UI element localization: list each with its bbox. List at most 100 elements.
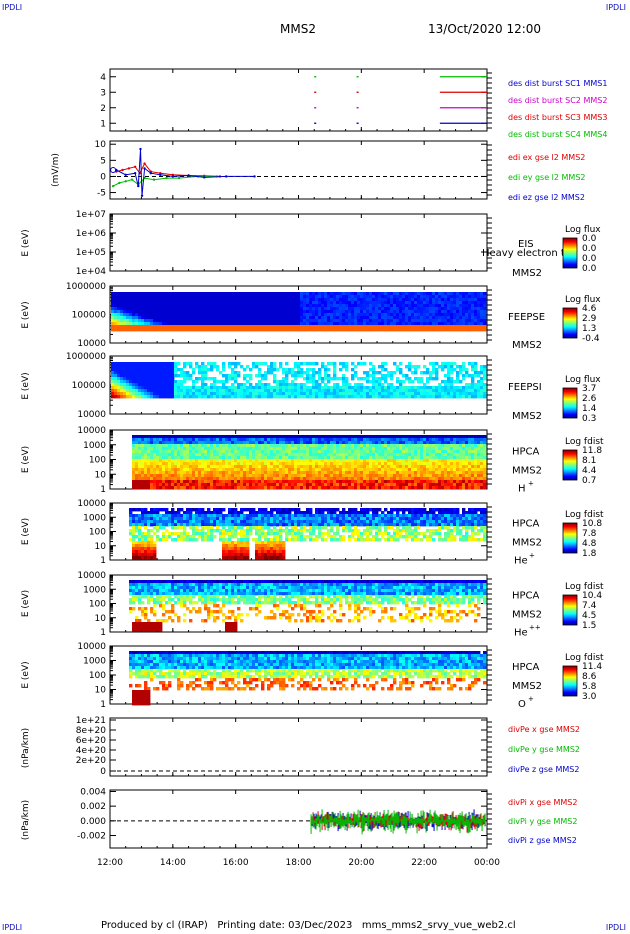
hpca-h-cell <box>342 435 346 439</box>
feeps-e-cell <box>279 292 283 296</box>
hpca-h-cell <box>171 447 175 451</box>
feeps-i-cell <box>342 362 346 366</box>
hpca-h-cell <box>243 474 247 478</box>
feeps-e-cell <box>189 301 193 305</box>
feeps-e-cell <box>447 301 451 305</box>
feeps-e-cell <box>348 292 352 296</box>
feeps-e-cell <box>441 304 445 308</box>
feeps-i-cell <box>444 380 448 384</box>
hpca-h-cell <box>204 465 208 469</box>
hpca-h-cell <box>261 450 265 454</box>
feeps-e-cell <box>441 307 445 311</box>
hpca-h-cell <box>294 483 298 487</box>
feeps-e-cell <box>387 325 391 329</box>
feeps-e-cell <box>198 322 202 326</box>
hpca-h-cell <box>399 480 403 484</box>
feeps-e-cell <box>333 298 337 302</box>
feeps-i-cell <box>474 374 478 378</box>
feeps-i-cell <box>159 392 163 396</box>
hpca-h-cell <box>315 447 319 451</box>
feeps-i-cell <box>234 365 238 369</box>
hpca-h-cell <box>378 477 382 481</box>
availability-series-mark <box>356 107 359 109</box>
hpca-h-cell <box>306 468 310 472</box>
feeps-i-cell <box>372 395 376 399</box>
feeps-i-cell <box>408 380 412 384</box>
feeps-i-cell <box>276 386 280 390</box>
feeps-e-cell <box>162 316 166 320</box>
hpca-h-cell <box>165 483 169 487</box>
hpca-h-cell <box>405 462 409 466</box>
hpca-h-cell <box>399 435 403 439</box>
hpca-h-cell <box>171 456 175 460</box>
hpca-h-cell <box>387 438 391 442</box>
hpca-h-cell <box>396 480 400 484</box>
hpca-h-cell <box>384 468 388 472</box>
feeps-i-cell <box>333 383 337 387</box>
feeps-e-cell <box>354 322 358 326</box>
hpca-h-cell <box>174 444 178 448</box>
feeps-i-cell <box>306 389 310 393</box>
hpca-h-cell <box>231 483 235 487</box>
hpca-h-cell <box>357 459 361 463</box>
feeps-e-cell <box>210 316 214 320</box>
hpca-h-cell <box>168 462 172 466</box>
feeps-i-cell <box>351 368 355 372</box>
hpca-h-cell <box>348 450 352 454</box>
hpca-h-cell <box>252 468 256 472</box>
feeps-e-cell <box>342 295 346 299</box>
hpca-h-cell <box>405 477 409 481</box>
hpca-h-cell <box>195 453 199 457</box>
feeps-i-cell <box>456 365 460 369</box>
feeps-e-cell <box>303 307 307 311</box>
feeps-i-cell <box>261 362 265 366</box>
hpca-h-cell <box>381 486 385 490</box>
hpca-h-cell <box>255 441 259 445</box>
feeps-e-cell <box>240 328 244 332</box>
hpca-h-cell <box>303 456 307 460</box>
feeps-i-cell <box>414 371 418 375</box>
feeps-e-cell <box>315 304 319 308</box>
hpca-h-cell <box>192 480 196 484</box>
hpca-h-cell <box>381 474 385 478</box>
hpca-h-cell <box>318 465 322 469</box>
feeps-e-cell <box>399 298 403 302</box>
hpca-h-cell <box>255 444 259 448</box>
feeps-e-cell <box>468 310 472 314</box>
hpca-h-cell <box>177 438 181 442</box>
hpca-h-cell <box>315 483 319 487</box>
hpca-h-cell <box>168 444 172 448</box>
hpca-h-cell <box>258 471 262 475</box>
feeps-i-cell <box>138 371 142 375</box>
feeps-e-cell <box>261 304 265 308</box>
feeps-e-cell <box>309 310 313 314</box>
feeps-i-cell <box>201 383 205 387</box>
hpca-h-cell <box>279 480 283 484</box>
feeps-i-cell <box>150 392 154 396</box>
hpca-h-cell <box>156 456 160 460</box>
feeps-e-cell <box>282 298 286 302</box>
hpca-h-cell <box>279 471 283 475</box>
hpca-h-cell <box>411 438 415 442</box>
hpca-h-cell <box>291 477 295 481</box>
feeps-i-cell <box>390 395 394 399</box>
hpca-h-cell <box>399 465 403 469</box>
feeps-i-cell <box>177 389 181 393</box>
feeps-i-cell <box>153 389 157 393</box>
hpca-h-cell <box>156 474 160 478</box>
hpca-h-cell <box>264 453 268 457</box>
hpca-h-cell <box>402 468 406 472</box>
feeps-e-cell <box>111 295 115 299</box>
feeps-i-cell <box>126 383 130 387</box>
feeps-e-cell <box>258 301 262 305</box>
feeps-e-cell <box>456 322 460 326</box>
hpca-h-cell <box>366 459 370 463</box>
feeps-i-cell <box>369 362 373 366</box>
feeps-e-cell <box>309 322 313 326</box>
feeps-i-cell <box>477 392 481 396</box>
hpca-h-cell <box>360 483 364 487</box>
hpca-h-cell <box>366 441 370 445</box>
feeps-e-cell <box>408 304 412 308</box>
feeps-i-cell <box>117 371 121 375</box>
feeps-e-cell <box>234 322 238 326</box>
